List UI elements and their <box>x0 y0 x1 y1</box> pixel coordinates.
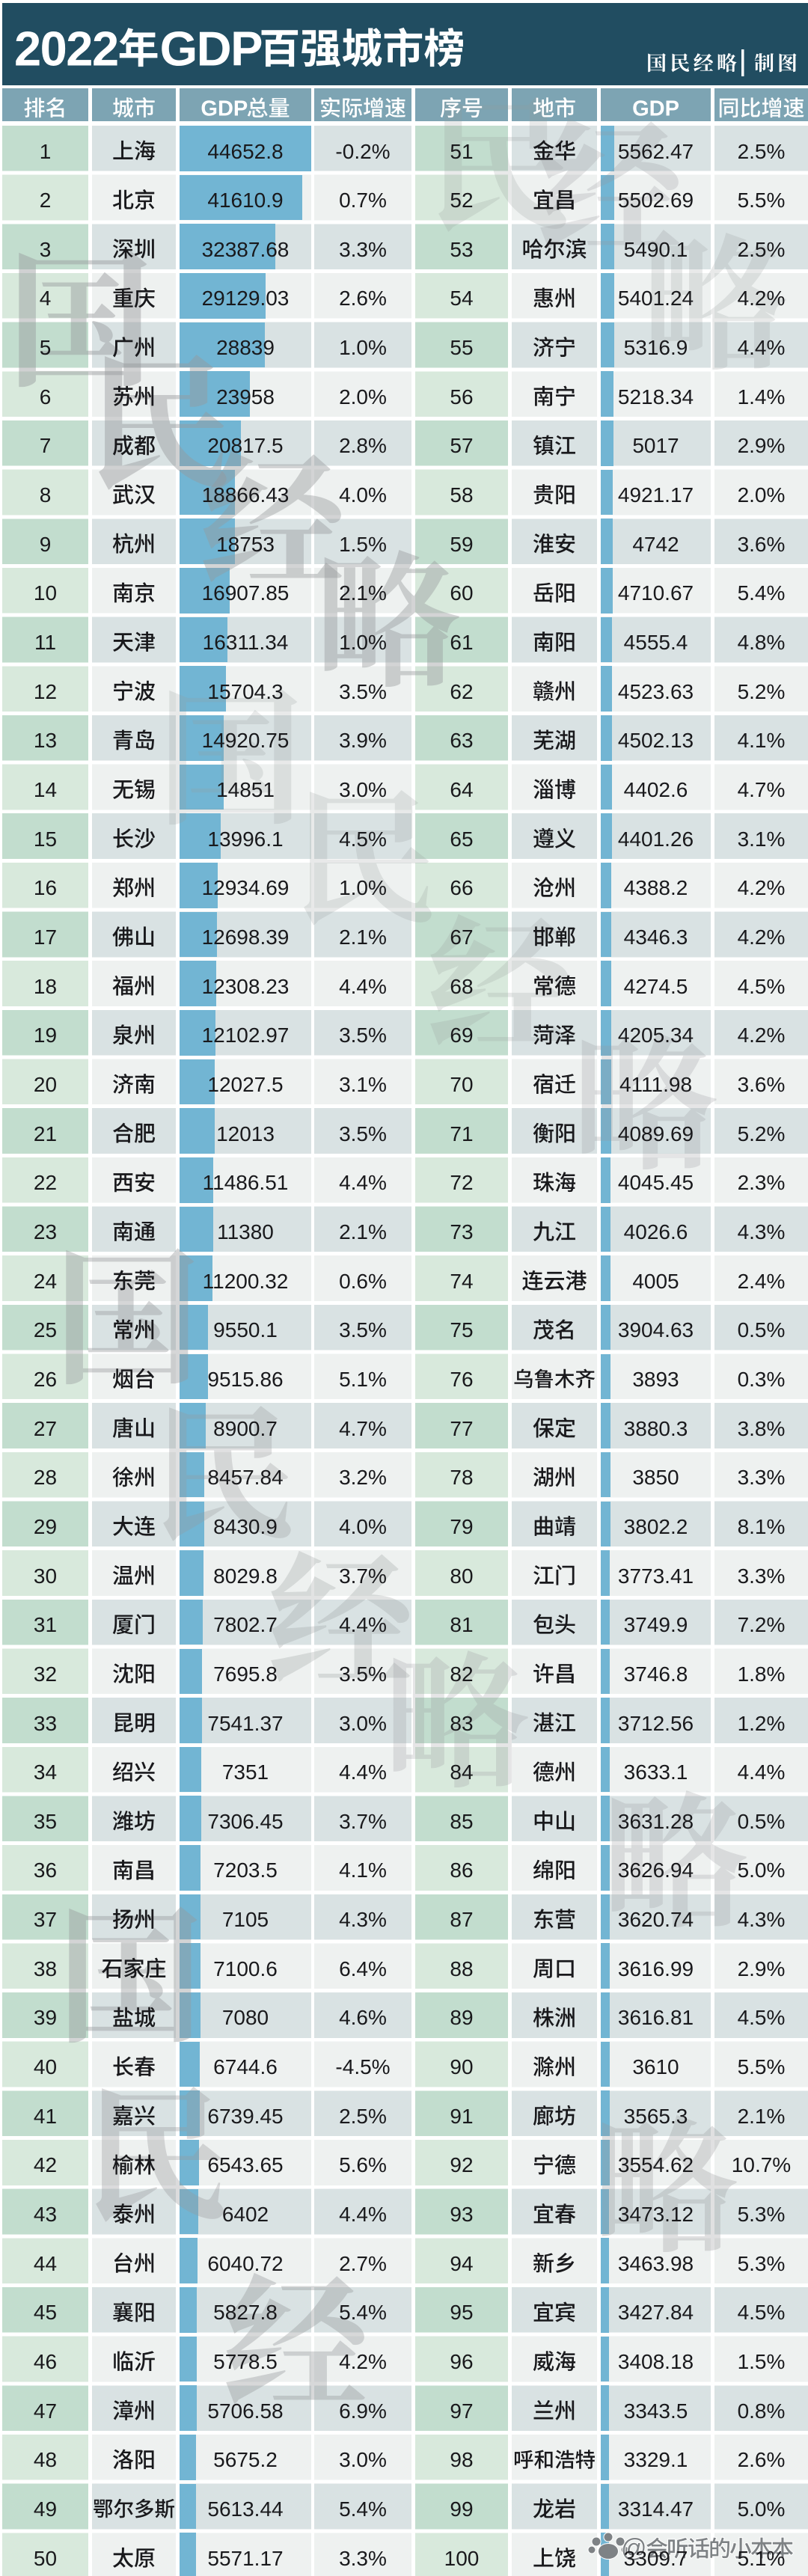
svg-text:GDP: GDP <box>632 97 679 121</box>
svg-text:GDP: GDP <box>160 21 263 76</box>
svg-text:2022: 2022 <box>14 21 118 76</box>
svg-text:GDP: GDP <box>201 97 248 121</box>
svg-text:@: @ <box>621 2534 647 2563</box>
